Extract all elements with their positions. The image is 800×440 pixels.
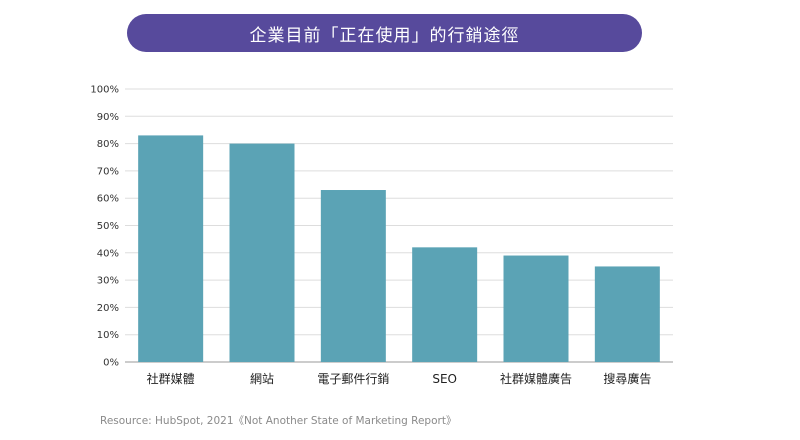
bar: [320, 190, 386, 362]
chart-title-banner: 企業目前「正在使用」的行銷途徑: [127, 14, 642, 52]
bar: [229, 143, 295, 362]
y-tick-label: 0%: [103, 358, 119, 369]
bar: [594, 266, 660, 362]
bar: [138, 135, 204, 362]
source-note: Resource: HubSpot, 2021《Not Another Stat…: [100, 415, 457, 427]
y-tick-label: 50%: [97, 221, 119, 232]
x-category-label: 電子郵件行銷: [317, 371, 389, 386]
y-tick-label: 30%: [97, 276, 119, 287]
y-tick-label: 20%: [97, 303, 119, 314]
x-category-label: SEO: [432, 372, 457, 386]
chart-title: 企業目前「正在使用」的行銷途徑: [249, 25, 520, 46]
y-tick-label: 80%: [97, 139, 119, 150]
y-tick-label: 40%: [97, 248, 119, 259]
x-category-label: 網站: [250, 372, 274, 386]
x-category-label: 搜尋廣告: [603, 371, 651, 386]
y-tick-label: 60%: [97, 194, 119, 205]
y-tick-label: 10%: [97, 330, 119, 341]
y-tick-label: 70%: [97, 166, 119, 177]
x-category-label: 社群媒體廣告: [500, 371, 572, 386]
bar: [503, 255, 569, 362]
x-category-label: 社群媒體: [147, 371, 195, 386]
bar: [412, 247, 478, 362]
y-tick-label: 100%: [90, 85, 119, 96]
y-tick-label: 90%: [97, 112, 119, 123]
